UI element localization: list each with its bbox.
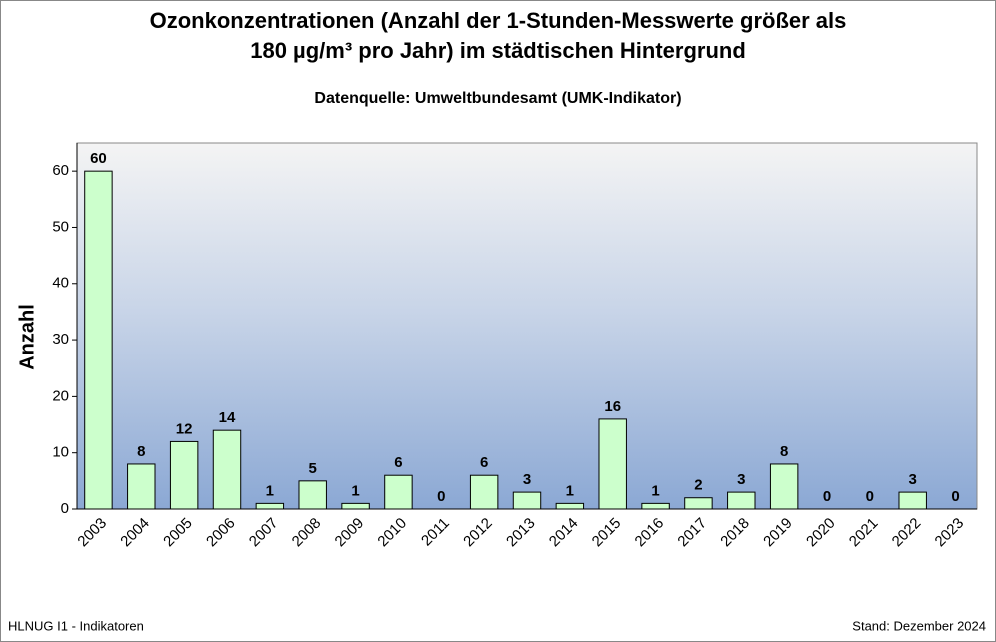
y-tick-label: 30 [52, 331, 69, 348]
value-label: 1 [351, 482, 359, 499]
y-tick-label: 50 [52, 218, 69, 235]
bar [469, 474, 499, 510]
bar [898, 491, 927, 510]
bar [255, 502, 285, 510]
bar [769, 463, 799, 510]
chart-title: Ozonkonzentrationen (Anzahl der 1-Stunde… [150, 8, 847, 33]
bar [169, 440, 199, 510]
value-label: 3 [909, 471, 917, 488]
y-axis-label: Anzahl [16, 304, 38, 370]
value-label: 8 [137, 443, 145, 460]
value-label: 12 [176, 420, 193, 437]
value-label: 1 [266, 482, 274, 499]
value-label: 3 [523, 471, 531, 488]
y-tick-label: 40 [52, 275, 69, 292]
bar [384, 474, 413, 510]
bar [555, 502, 585, 510]
chart-title: 180 µg/m³ pro Jahr) im städtischen Hinte… [250, 38, 746, 63]
bar [512, 491, 542, 510]
value-label: 8 [780, 443, 788, 460]
bar [212, 429, 242, 510]
footer-right: Stand: Dezember 2024 [852, 618, 986, 633]
bar [84, 170, 113, 510]
value-label: 6 [394, 454, 402, 471]
value-label: 6 [480, 454, 488, 471]
footer-left: HLNUG I1 - Indikatoren [8, 618, 144, 633]
value-label: 0 [437, 488, 445, 505]
plot-area [76, 142, 978, 510]
value-label: 14 [219, 409, 236, 426]
value-label: 1 [651, 482, 659, 499]
value-label: 5 [309, 460, 317, 477]
bar [727, 491, 756, 510]
chart-subtitle: Datenquelle: Umweltbundesamt (UMK-Indika… [314, 90, 681, 107]
bar [641, 502, 670, 510]
value-label: 16 [604, 398, 621, 415]
bar [298, 480, 327, 510]
value-label: 60 [90, 150, 107, 167]
y-tick-label: 60 [52, 162, 69, 179]
value-label: 0 [823, 488, 831, 505]
bar [127, 463, 156, 510]
value-label: 2 [694, 477, 702, 494]
y-tick-label: 0 [61, 500, 69, 517]
value-label: 0 [866, 488, 874, 505]
value-label: 1 [566, 482, 574, 499]
value-label: 3 [737, 471, 745, 488]
value-label: 0 [951, 488, 959, 505]
y-tick-label: 10 [52, 444, 69, 461]
y-tick-label: 20 [52, 387, 69, 404]
bar [684, 497, 713, 510]
bar [598, 418, 627, 510]
bar [341, 502, 370, 510]
